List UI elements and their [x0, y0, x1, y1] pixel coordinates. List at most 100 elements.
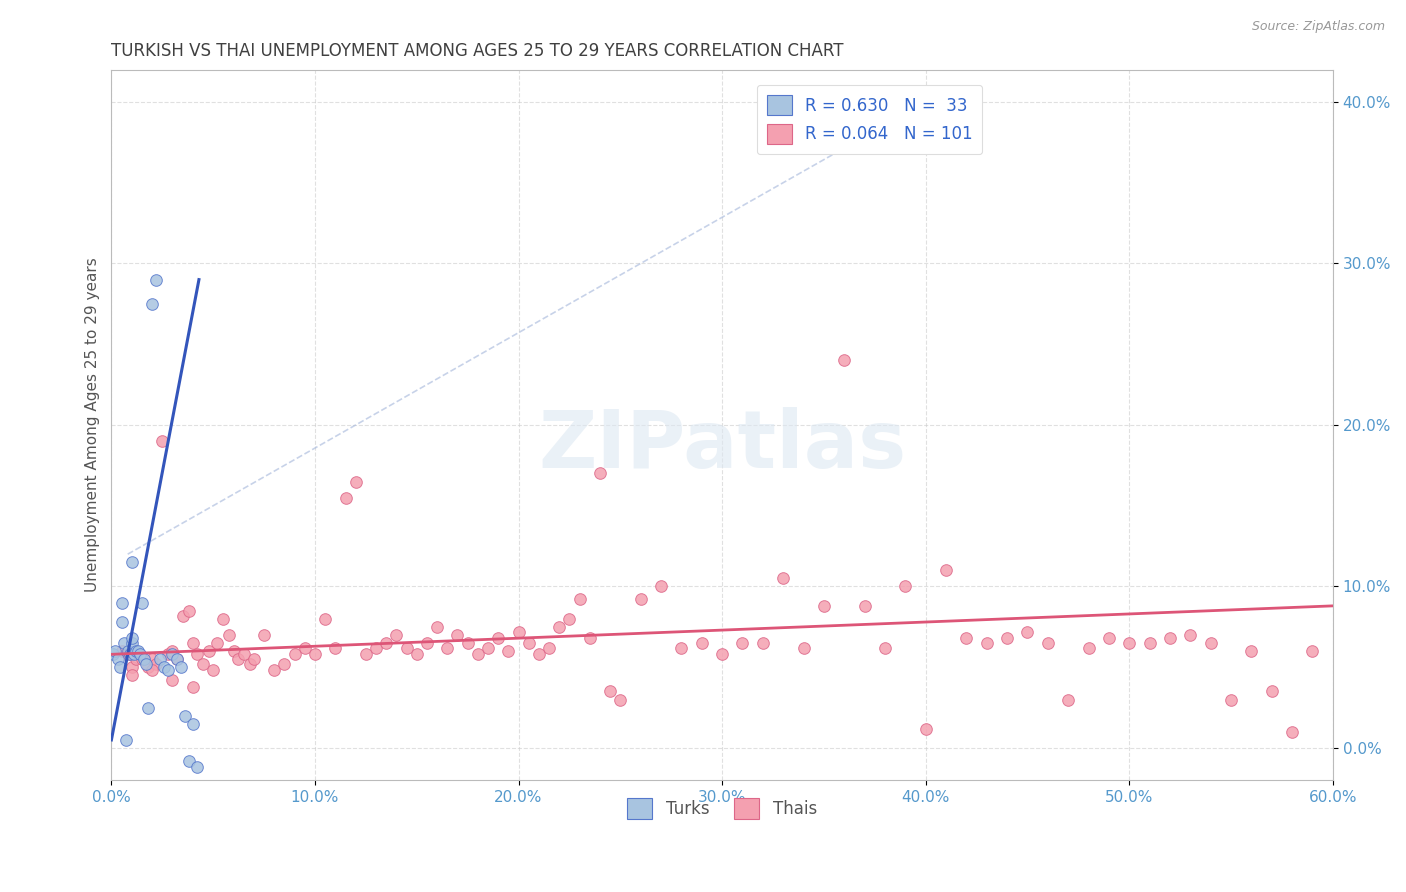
Point — [955, 631, 977, 645]
Point — [226, 652, 249, 666]
Point — [153, 660, 176, 674]
Point — [186, 648, 208, 662]
Point — [103, 648, 125, 662]
Point — [1199, 636, 1222, 650]
Point — [162, 673, 184, 688]
Point — [650, 579, 672, 593]
Point — [1017, 624, 1039, 639]
Point — [157, 648, 180, 662]
Point — [169, 660, 191, 674]
Text: Source: ZipAtlas.com: Source: ZipAtlas.com — [1251, 20, 1385, 33]
Point — [263, 664, 285, 678]
Point — [599, 684, 621, 698]
Point — [149, 652, 172, 666]
Point — [131, 652, 153, 666]
Point — [894, 579, 917, 593]
Point — [436, 640, 458, 655]
Point — [121, 555, 143, 569]
Point — [172, 608, 194, 623]
Text: ZIPatlas: ZIPatlas — [538, 408, 907, 485]
Point — [395, 640, 418, 655]
Point — [222, 644, 245, 658]
Point — [121, 631, 143, 645]
Point — [344, 475, 367, 489]
Point — [125, 644, 148, 658]
Point — [202, 664, 225, 678]
Point — [131, 596, 153, 610]
Point — [110, 644, 132, 658]
Point — [104, 644, 127, 658]
Point — [162, 648, 184, 662]
Point — [162, 644, 184, 658]
Point — [117, 644, 139, 658]
Point — [294, 640, 316, 655]
Point — [125, 652, 148, 666]
Point — [150, 434, 173, 449]
Point — [136, 660, 159, 674]
Point — [1240, 644, 1263, 658]
Point — [731, 636, 754, 650]
Point — [107, 652, 129, 666]
Point — [558, 612, 581, 626]
Point — [114, 733, 136, 747]
Point — [127, 644, 149, 658]
Point — [273, 657, 295, 671]
Point — [375, 636, 398, 650]
Point — [253, 628, 276, 642]
Point — [568, 592, 591, 607]
Legend: Turks, Thais: Turks, Thais — [620, 791, 824, 825]
Point — [173, 708, 195, 723]
Point — [873, 640, 896, 655]
Point — [1098, 631, 1121, 645]
Point — [136, 700, 159, 714]
Point — [589, 467, 612, 481]
Point — [671, 640, 693, 655]
Point — [976, 636, 998, 650]
Point — [186, 760, 208, 774]
Point — [457, 636, 479, 650]
Point — [166, 652, 188, 666]
Point — [364, 640, 387, 655]
Point — [1281, 724, 1303, 739]
Point — [477, 640, 499, 655]
Point — [181, 716, 204, 731]
Point — [232, 648, 254, 662]
Point — [121, 660, 143, 674]
Point — [1180, 628, 1202, 642]
Point — [323, 640, 346, 655]
Y-axis label: Unemployment Among Ages 25 to 29 years: Unemployment Among Ages 25 to 29 years — [86, 258, 100, 592]
Point — [1036, 636, 1059, 650]
Point — [792, 640, 814, 655]
Point — [239, 657, 262, 671]
Point — [467, 648, 489, 662]
Point — [141, 297, 163, 311]
Point — [118, 648, 141, 662]
Point — [108, 660, 131, 674]
Point — [117, 648, 139, 662]
Point — [191, 657, 214, 671]
Point — [177, 604, 200, 618]
Point — [630, 592, 652, 607]
Point — [1301, 644, 1323, 658]
Text: TURKISH VS THAI UNEMPLOYMENT AMONG AGES 25 TO 29 YEARS CORRELATION CHART: TURKISH VS THAI UNEMPLOYMENT AMONG AGES … — [111, 42, 844, 60]
Point — [385, 628, 408, 642]
Point — [141, 652, 163, 666]
Point — [166, 652, 188, 666]
Point — [181, 636, 204, 650]
Point — [218, 628, 240, 642]
Point — [426, 620, 449, 634]
Point — [578, 631, 600, 645]
Point — [284, 648, 307, 662]
Point — [446, 628, 468, 642]
Point — [121, 636, 143, 650]
Point — [177, 754, 200, 768]
Point — [498, 644, 520, 658]
Point — [354, 648, 377, 662]
Point — [243, 652, 266, 666]
Point — [772, 571, 794, 585]
Point — [304, 648, 326, 662]
Point — [122, 648, 145, 662]
Point — [1220, 692, 1243, 706]
Point — [538, 640, 561, 655]
Point — [135, 657, 157, 671]
